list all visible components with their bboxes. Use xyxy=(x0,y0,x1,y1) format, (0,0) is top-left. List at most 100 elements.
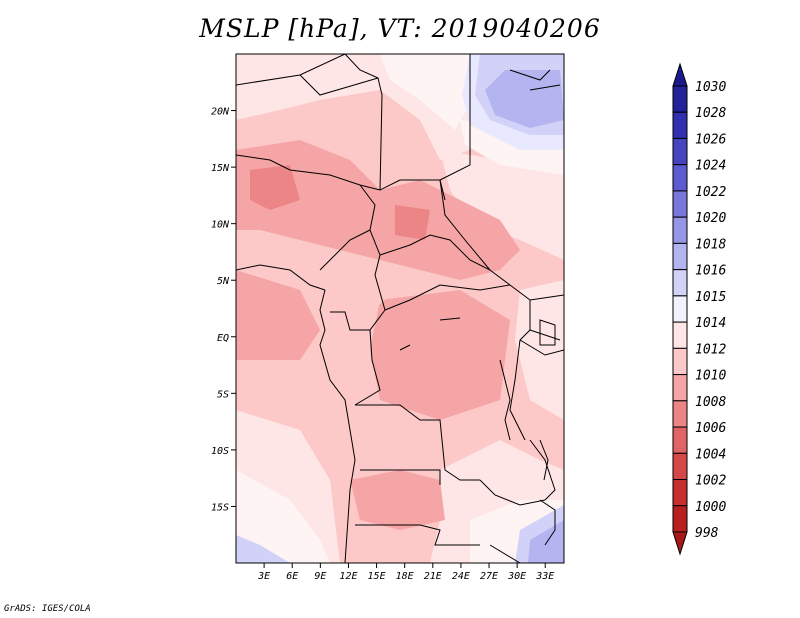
lat-tick-label: 15N xyxy=(211,163,230,174)
lat-tick-label: 20N xyxy=(211,107,230,118)
colorbar-segment xyxy=(672,321,688,349)
coast-gulf-guinea xyxy=(236,264,326,291)
border-car-drc xyxy=(384,284,511,311)
border-libya-egypt-sudan xyxy=(439,54,471,181)
colorbar-label: 1002 xyxy=(695,474,726,489)
river-congo-b xyxy=(399,344,411,351)
border-car-south xyxy=(379,234,511,286)
field-1008-sahel xyxy=(236,140,520,280)
lon-tick-label: 21E xyxy=(424,571,442,582)
lat-tick-label: 5N xyxy=(217,276,230,287)
coast-west-central-africa xyxy=(319,289,356,563)
border-zimbabwe xyxy=(489,544,521,563)
border-gabon-congo xyxy=(330,309,386,331)
grads-credit: GrADS: IGES/COLA xyxy=(4,604,91,614)
colorbar-segment xyxy=(672,242,688,271)
border-chad-sudan xyxy=(379,179,491,271)
colorbar-segment xyxy=(672,479,688,507)
pressure-field xyxy=(236,54,564,563)
colorbar-segment xyxy=(672,164,688,192)
border-chad-sudan-mid xyxy=(439,179,446,201)
lon-tick-label: 27E xyxy=(480,571,498,582)
field-1008-south xyxy=(350,470,445,530)
colorbar-segment xyxy=(672,452,688,481)
lon-tick-label: 9E xyxy=(314,571,326,582)
field-1014-southwest xyxy=(236,470,330,563)
colorbar-segment xyxy=(672,216,688,244)
lake-tanganyika xyxy=(499,359,511,441)
lon-tick-label: 30E xyxy=(507,571,526,582)
colorbar-label: 1010 xyxy=(695,369,726,384)
colorbar-label: 1026 xyxy=(695,132,726,147)
field-1018-northeast xyxy=(485,70,564,128)
lat-tick-label: 15S xyxy=(211,502,229,513)
field-1008-west xyxy=(236,270,320,360)
colorbar-label: 998 xyxy=(695,526,719,541)
field-1006-central xyxy=(395,205,430,240)
country-borders xyxy=(236,54,564,563)
colorbar-segment xyxy=(672,111,688,139)
colorbar-label: 1022 xyxy=(695,185,726,200)
lon-tick-label: 18E xyxy=(396,571,414,582)
lat-tick-label: EQ xyxy=(217,333,229,344)
colorbar-label: 1016 xyxy=(695,264,726,279)
border-cameroon-car xyxy=(369,229,386,311)
lon-tick-label: 6E xyxy=(286,571,298,582)
colorbar-top-arrow xyxy=(672,62,688,87)
colorbar: 1030 1028 1026 1024 1022 1020 1018 1016 1015 1014… xyxy=(672,62,726,556)
colorbar-label: 1028 xyxy=(695,106,726,121)
colorbar-segment xyxy=(672,295,688,323)
border-drc-east xyxy=(509,339,526,441)
border-niger-nigeria xyxy=(236,154,381,191)
lon-tick-label: 33E xyxy=(535,571,554,582)
water-bodies xyxy=(399,317,556,481)
field-1006-west xyxy=(250,165,300,210)
map-frame xyxy=(235,53,565,564)
field-1010-cameroon xyxy=(320,265,385,320)
latitude-axis: 20N 15N 10N 5N EQ 5S 10S 15S xyxy=(211,107,236,513)
colorbar-label: 1030 xyxy=(695,80,726,95)
colorbar-label: 1008 xyxy=(695,395,726,410)
lake-malawi xyxy=(539,439,549,481)
lat-tick-label: 10N xyxy=(211,220,230,231)
colorbar-label: 1000 xyxy=(695,500,726,515)
colorbar-label: 1018 xyxy=(695,237,726,252)
border-angola-zambia xyxy=(360,469,441,485)
lon-tick-label: 15E xyxy=(368,571,386,582)
lat-tick-label: 10S xyxy=(211,446,229,457)
border-tanzania-mozambique xyxy=(529,439,556,501)
colorbar-segment xyxy=(672,190,688,218)
colorbar-label: 1020 xyxy=(695,211,726,226)
border-angola-drc-zambia xyxy=(355,404,480,481)
border-uganda-tanzania xyxy=(519,339,564,356)
colorbar-segment xyxy=(672,85,688,113)
colorbar-segment xyxy=(672,505,688,533)
colorbar-label: 1004 xyxy=(695,447,726,462)
field-1012-east xyxy=(515,280,564,420)
colorbar-segment xyxy=(672,400,688,428)
border-algeria-niger xyxy=(299,74,379,96)
lon-tick-label: 3E xyxy=(257,571,270,582)
colorbar-segment xyxy=(672,426,688,454)
colorbar-segment xyxy=(672,269,688,297)
colorbar-segment xyxy=(672,347,688,376)
lake-victoria xyxy=(539,319,556,346)
border-angola-namibia xyxy=(355,524,480,546)
lon-tick-label: 12E xyxy=(339,571,357,582)
map-title: MSLP [hPa], VT: 2019040206 xyxy=(199,14,601,43)
border-nigeria-cameroon xyxy=(319,184,376,271)
border-sudan-uganda xyxy=(509,284,531,341)
border-south-sudan-ethiopia xyxy=(529,294,564,301)
colorbar-segment xyxy=(672,374,688,402)
colorbar-bottom-arrow xyxy=(672,531,688,556)
lat-tick-label: 5S xyxy=(217,389,229,400)
longitude-axis: 3E 6E 9E 12E 15E 18E 21E 24E 27E 30E 33E xyxy=(257,563,554,582)
lon-tick-label: 24E xyxy=(452,571,470,582)
colorbar-label: 1014 xyxy=(695,316,726,331)
coast-egypt-nile xyxy=(509,69,551,81)
field-1016-southwest xyxy=(236,535,290,563)
border-congo-drc xyxy=(354,329,381,406)
colorbar-label: 1012 xyxy=(695,342,726,357)
colorbar-label: 1015 xyxy=(695,290,726,305)
field-1014-north xyxy=(380,54,475,130)
